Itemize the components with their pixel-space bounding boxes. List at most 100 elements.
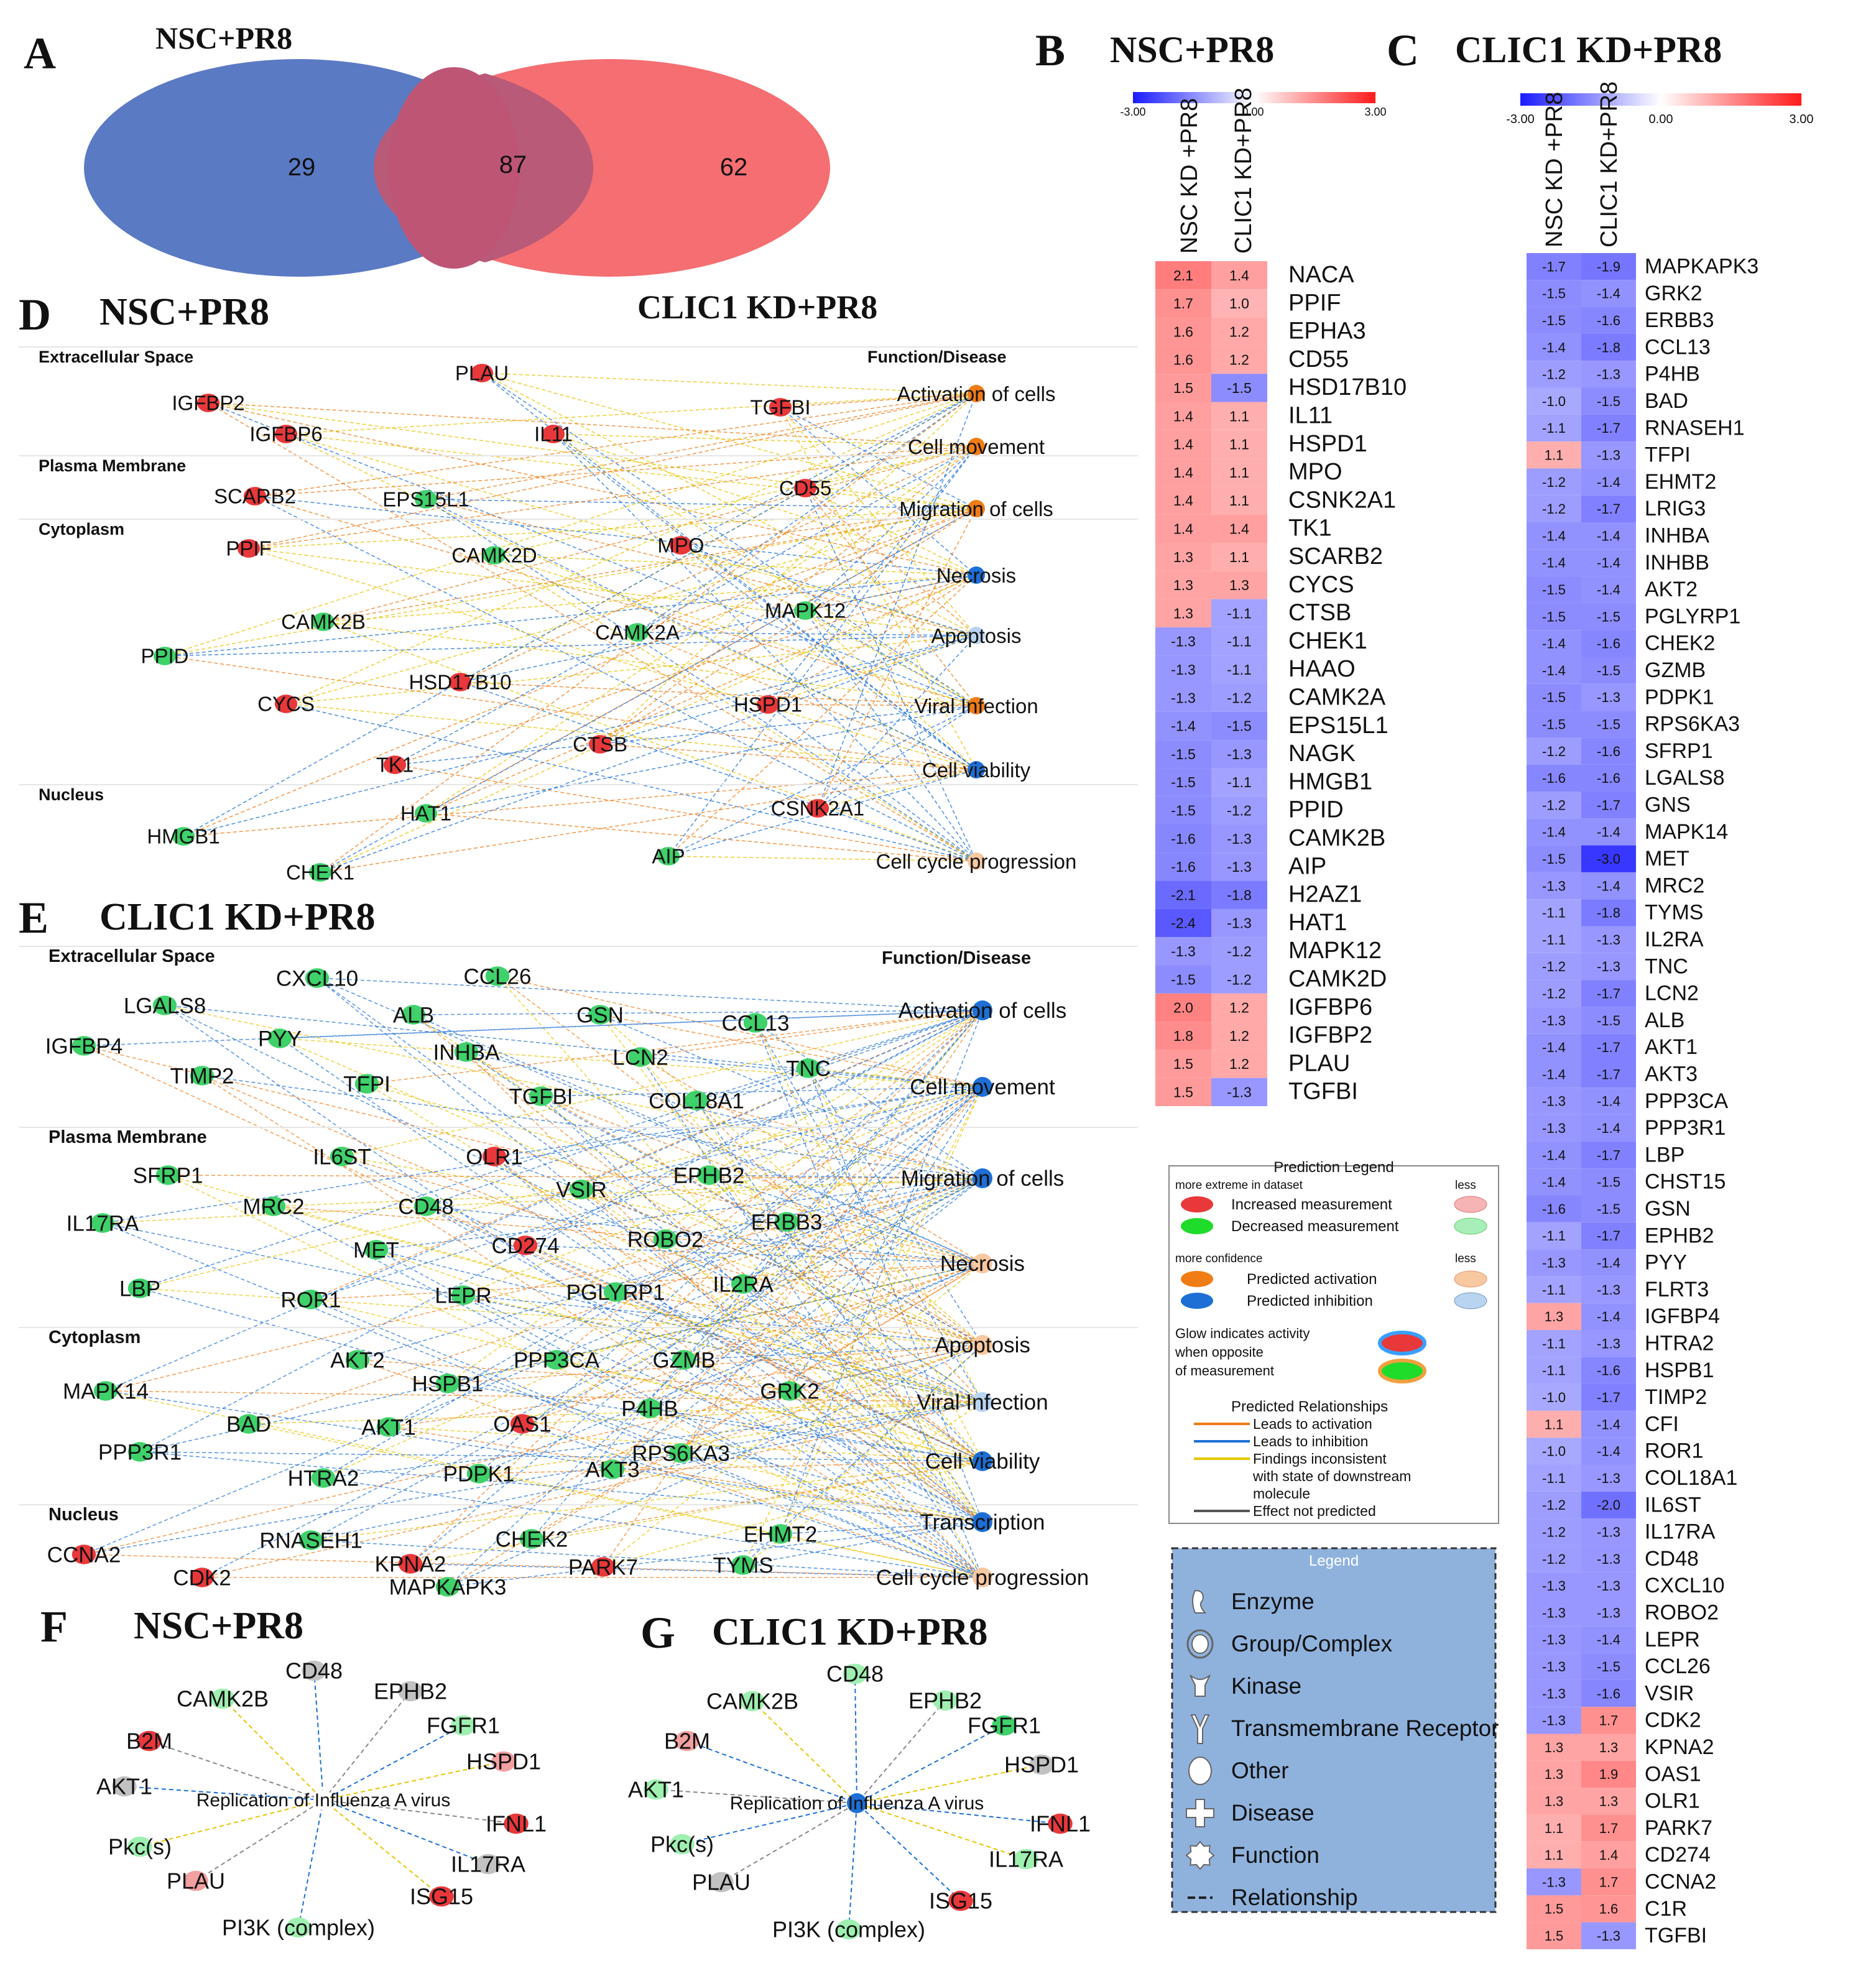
heatmap-cell [1581, 1679, 1636, 1707]
network-edge [581, 1086, 983, 1190]
function-label: Necrosis [936, 564, 1016, 587]
heatmap-cell-value: 1.5 [1545, 1928, 1564, 1944]
gene-node-ifnl1-icon [1048, 1813, 1073, 1834]
gene-label: HAT1 [400, 802, 451, 825]
network-edge [366, 1083, 983, 1264]
heatmap-cell-value: 2.1 [1173, 267, 1193, 284]
heatmap-row-label: BAD [1645, 389, 1688, 413]
network-edge [139, 1010, 983, 1289]
network-edge [139, 1799, 324, 1847]
gene-node-ppp3ca-icon [544, 1350, 569, 1370]
function-label: Apoptosis [931, 624, 1022, 647]
heatmap-cell-value: 1.3 [1229, 577, 1249, 593]
network-edge [273, 1206, 983, 1264]
legend-more-confidence: more confidence [1175, 1252, 1262, 1265]
network-edge [708, 1175, 983, 1179]
heatmap-cell-value: -1.1 [1542, 1228, 1566, 1244]
legend-glow-1: Glow indicates activity [1175, 1326, 1310, 1341]
network-edge [696, 1010, 983, 1101]
heatmap-cell [1527, 872, 1581, 900]
network-edge [310, 1086, 983, 1300]
network-edge [668, 575, 977, 857]
heatmap-cell [1211, 796, 1267, 824]
gene-label: IL17RA [451, 1852, 525, 1877]
network-edge [780, 393, 977, 408]
function-label: Replication of Influenza A virus [730, 1793, 984, 1814]
network-edge [708, 1175, 983, 1264]
network-edge [466, 1051, 983, 1179]
heatmap-cell-value: -1.1 [1542, 905, 1566, 921]
network-edge [460, 575, 977, 683]
heatmap-row-label: CHEK2 [1645, 632, 1715, 655]
heatmap-cell-value: -1.3 [1171, 943, 1196, 959]
heatmap-cell [1581, 1788, 1636, 1815]
gene-node-cdk2-icon [190, 1568, 215, 1587]
gene-label: TK1 [376, 754, 414, 777]
gene-node-mapk14-icon [93, 1381, 118, 1401]
heatmap-cell-value: 1.5 [1173, 1056, 1193, 1072]
heatmap-cell [1211, 937, 1267, 966]
heatmap-row-label: CD55 [1288, 346, 1349, 372]
heatmap-cell [1581, 1572, 1636, 1599]
gene-node-htra2-icon [311, 1468, 336, 1488]
heatmap-cell [1527, 845, 1581, 872]
heatmap-cell [1155, 937, 1211, 966]
network-edge [460, 681, 977, 862]
heatmap-cell [1581, 1868, 1636, 1896]
network-edge [460, 446, 977, 683]
heatmap-cell-value: -1.8 [1597, 339, 1620, 355]
heatmap-row-label: MAPKAPK3 [1645, 254, 1758, 278]
heatmap-cell [1527, 818, 1581, 846]
heatmap-cell-value: 1.4 [1229, 267, 1249, 284]
heatmap-cell-value: 1.3 [1545, 1740, 1564, 1755]
heatmap-cell-value: -1.1 [1542, 1336, 1566, 1351]
heatmap-cell [1527, 1276, 1581, 1303]
function-node-transcription-icon [973, 1512, 992, 1532]
gene-label: ISG15 [410, 1884, 473, 1909]
gene-node-hspb1-icon [435, 1374, 460, 1393]
heatmap-cell [1155, 683, 1211, 712]
gene-label: CYCS [257, 693, 315, 716]
heatmap-cell-value: 1.3 [1173, 605, 1193, 621]
heatmap-cell [1581, 1814, 1636, 1842]
heatmap-cell-value: -1.7 [1597, 420, 1620, 436]
heatmap-cell [1527, 1545, 1581, 1572]
heatmap-cell-value: -1.6 [1597, 313, 1620, 328]
heatmap-cell [1155, 571, 1211, 599]
heatmap-cell [1155, 261, 1211, 290]
heatmap-cell [1527, 1383, 1581, 1411]
heatmap-cell-value: -1.2 [1227, 690, 1252, 706]
network-edge [683, 1359, 983, 1523]
heatmap-cell [1155, 402, 1211, 430]
heatmap-row-label: EPS15L1 [1288, 713, 1389, 739]
network-edge [637, 632, 977, 636]
legend-kinase-icon [1190, 1674, 1211, 1697]
gene-label: IL6ST [313, 1145, 371, 1169]
heatmap-cell-value: -1.4 [1597, 1120, 1620, 1136]
network-edge [649, 1263, 983, 1409]
gene-node-akt1-icon [376, 1417, 401, 1437]
network-edge [105, 1010, 983, 1392]
network-edge [478, 1263, 983, 1474]
heatmap-cell [1527, 1438, 1581, 1465]
heatmap-row-label: IL2RA [1645, 928, 1704, 951]
heatmap-cell [1155, 796, 1211, 824]
network-edge [742, 1086, 983, 1566]
network-edge [696, 1100, 983, 1523]
gene-label: MPO [657, 534, 704, 557]
network-edge [248, 548, 977, 636]
heatmap-row-label: EPHB2 [1645, 1224, 1714, 1247]
heatmap-cell [1527, 1114, 1581, 1142]
gene-node-robo2-icon [653, 1229, 678, 1249]
heatmap-cell-value: -1.3 [1542, 1659, 1566, 1674]
legend-transmembrane-receptor-icon [1190, 1714, 1210, 1744]
network-edge [310, 1263, 983, 1300]
panel-label-c: C [1387, 25, 1419, 75]
heatmap-cell [1581, 603, 1636, 630]
heatmap-cell [1581, 1222, 1636, 1250]
heatmap-cell [1581, 1734, 1636, 1761]
heatmap-cell [1527, 737, 1581, 765]
heatmap-cell [1211, 880, 1267, 909]
gene-node-hsd17b10-icon [448, 673, 472, 691]
network-edge [481, 372, 977, 509]
